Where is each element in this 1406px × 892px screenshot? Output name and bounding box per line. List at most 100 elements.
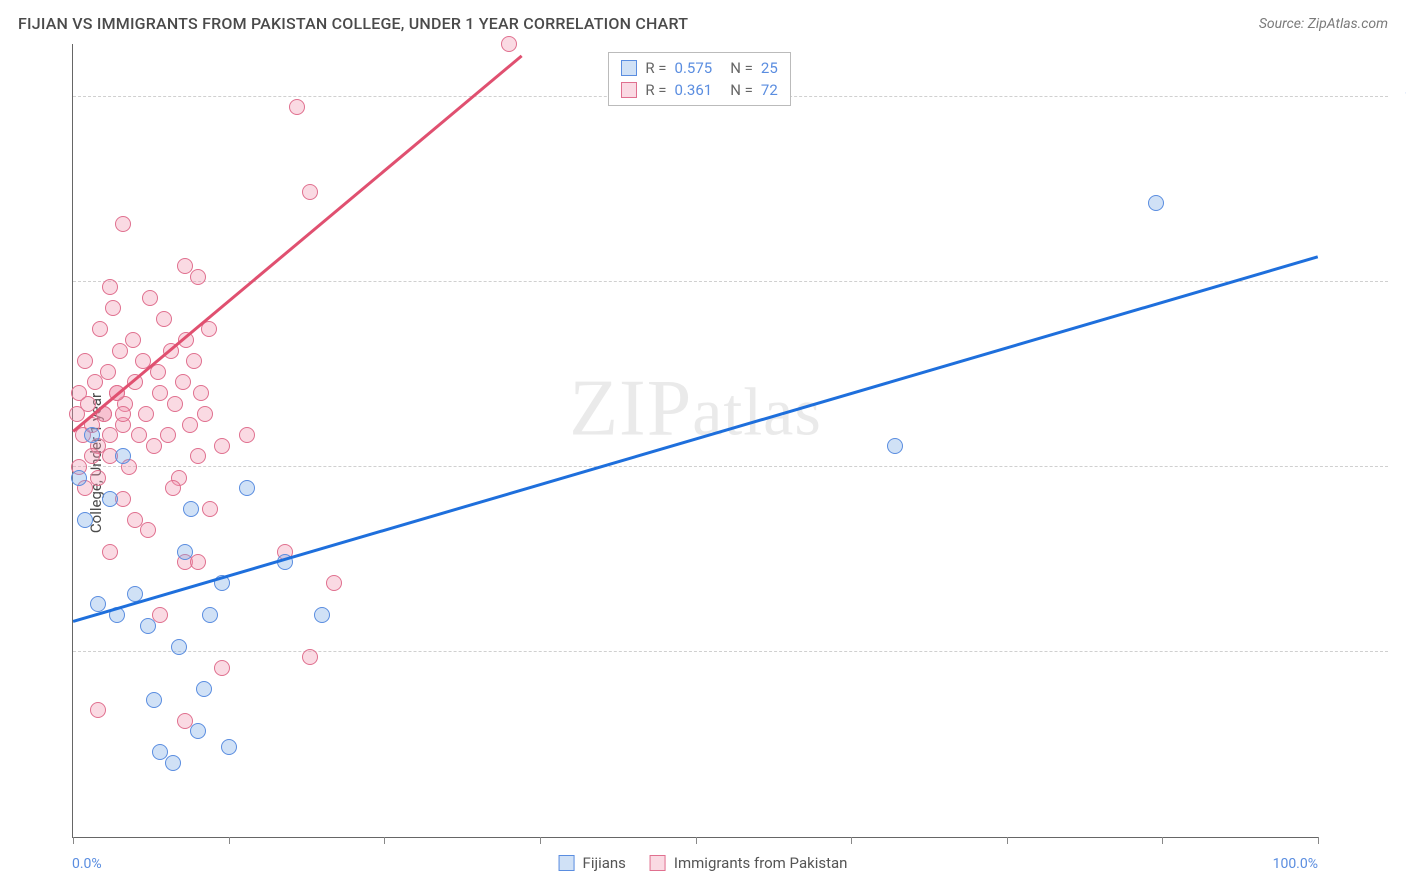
data-point xyxy=(221,739,237,755)
data-point xyxy=(77,512,93,528)
x-tick xyxy=(229,837,230,844)
data-point xyxy=(84,427,100,443)
data-point xyxy=(102,491,118,507)
gridline: 47.5% xyxy=(73,651,1388,652)
data-point xyxy=(90,702,106,718)
n-value: 25 xyxy=(761,59,778,77)
data-point xyxy=(214,660,230,676)
x-tick xyxy=(384,837,385,844)
data-point xyxy=(302,184,318,200)
data-point xyxy=(102,427,118,443)
x-tick xyxy=(1318,837,1319,844)
watermark: ZIPatlas xyxy=(569,363,822,454)
data-point xyxy=(102,279,118,295)
data-point xyxy=(115,216,131,232)
data-point xyxy=(146,438,162,454)
data-point xyxy=(140,618,156,634)
square-icon xyxy=(650,855,666,871)
data-point xyxy=(77,353,93,369)
x-tick xyxy=(1162,837,1163,844)
data-point xyxy=(193,385,209,401)
data-point xyxy=(167,396,183,412)
data-point xyxy=(186,353,202,369)
data-point xyxy=(183,501,199,517)
legend: Fijians Immigrants from Pakistan xyxy=(559,854,848,872)
square-icon xyxy=(621,82,637,98)
x-tick xyxy=(851,837,852,844)
data-point xyxy=(102,544,118,560)
legend-item-pakistan: Immigrants from Pakistan xyxy=(650,854,848,872)
chart-title: FIJIAN VS IMMIGRANTS FROM PAKISTAN COLLE… xyxy=(18,14,688,33)
gridline: 82.5% xyxy=(73,281,1388,282)
data-point xyxy=(214,438,230,454)
plot-area: ZIPatlas 47.5%65.0%82.5%100.0%R =0.575N … xyxy=(72,44,1318,838)
legend-label: Fijians xyxy=(583,854,626,872)
data-point xyxy=(142,290,158,306)
source-label: Source: ZipAtlas.com xyxy=(1259,16,1388,32)
data-point xyxy=(160,427,176,443)
data-point xyxy=(105,300,121,316)
data-point xyxy=(90,470,106,486)
info-row: R = 0.361 N = 72 xyxy=(621,81,777,99)
data-point xyxy=(289,99,305,115)
gridline: 65.0% xyxy=(73,466,1388,467)
x-tick xyxy=(1007,837,1008,844)
data-point xyxy=(190,269,206,285)
data-point xyxy=(156,311,172,327)
data-point xyxy=(202,607,218,623)
x-tick xyxy=(73,837,74,844)
data-point xyxy=(202,501,218,517)
data-point xyxy=(239,427,255,443)
x-min-label: 0.0% xyxy=(72,856,102,872)
r-label: R = xyxy=(645,81,666,99)
data-point xyxy=(140,522,156,538)
legend-label: Immigrants from Pakistan xyxy=(674,854,848,872)
r-value: 0.575 xyxy=(675,59,713,77)
x-tick xyxy=(540,837,541,844)
data-point xyxy=(152,385,168,401)
data-point xyxy=(100,364,116,380)
info-row: R = 0.575 N = 25 xyxy=(621,59,777,77)
r-value: 0.361 xyxy=(675,81,713,99)
legend-item-fijians: Fijians xyxy=(559,854,626,872)
data-point xyxy=(171,639,187,655)
data-point xyxy=(887,438,903,454)
data-point xyxy=(501,36,517,52)
data-point xyxy=(138,406,154,422)
data-point xyxy=(182,417,198,433)
data-point xyxy=(146,692,162,708)
data-point xyxy=(115,406,131,422)
data-point xyxy=(239,480,255,496)
data-point xyxy=(175,374,191,390)
square-icon xyxy=(559,855,575,871)
chart-container: College, Under 1 year ZIPatlas 47.5%65.0… xyxy=(18,44,1388,882)
data-point xyxy=(196,681,212,697)
data-point xyxy=(80,396,96,412)
data-point xyxy=(197,406,213,422)
data-point xyxy=(190,723,206,739)
data-point xyxy=(177,544,193,560)
n-value: 72 xyxy=(761,81,778,99)
data-point xyxy=(115,448,131,464)
data-point xyxy=(165,755,181,771)
n-label: N = xyxy=(730,81,753,99)
data-point xyxy=(125,332,141,348)
square-icon xyxy=(621,60,637,76)
data-point xyxy=(1148,195,1164,211)
trend-line xyxy=(73,256,1319,623)
data-point xyxy=(165,480,181,496)
data-point xyxy=(190,554,206,570)
data-point xyxy=(326,575,342,591)
data-point xyxy=(92,321,108,337)
data-point xyxy=(131,427,147,443)
data-point xyxy=(302,649,318,665)
correlation-info-box: R = 0.575 N = 25 R = 0.361 N = 72 xyxy=(608,52,790,106)
data-point xyxy=(84,448,100,464)
x-max-label: 100.0% xyxy=(1273,856,1318,872)
x-tick xyxy=(696,837,697,844)
n-label: N = xyxy=(730,59,753,77)
r-label: R = xyxy=(645,59,666,77)
data-point xyxy=(314,607,330,623)
data-point xyxy=(190,448,206,464)
data-point xyxy=(71,470,87,486)
